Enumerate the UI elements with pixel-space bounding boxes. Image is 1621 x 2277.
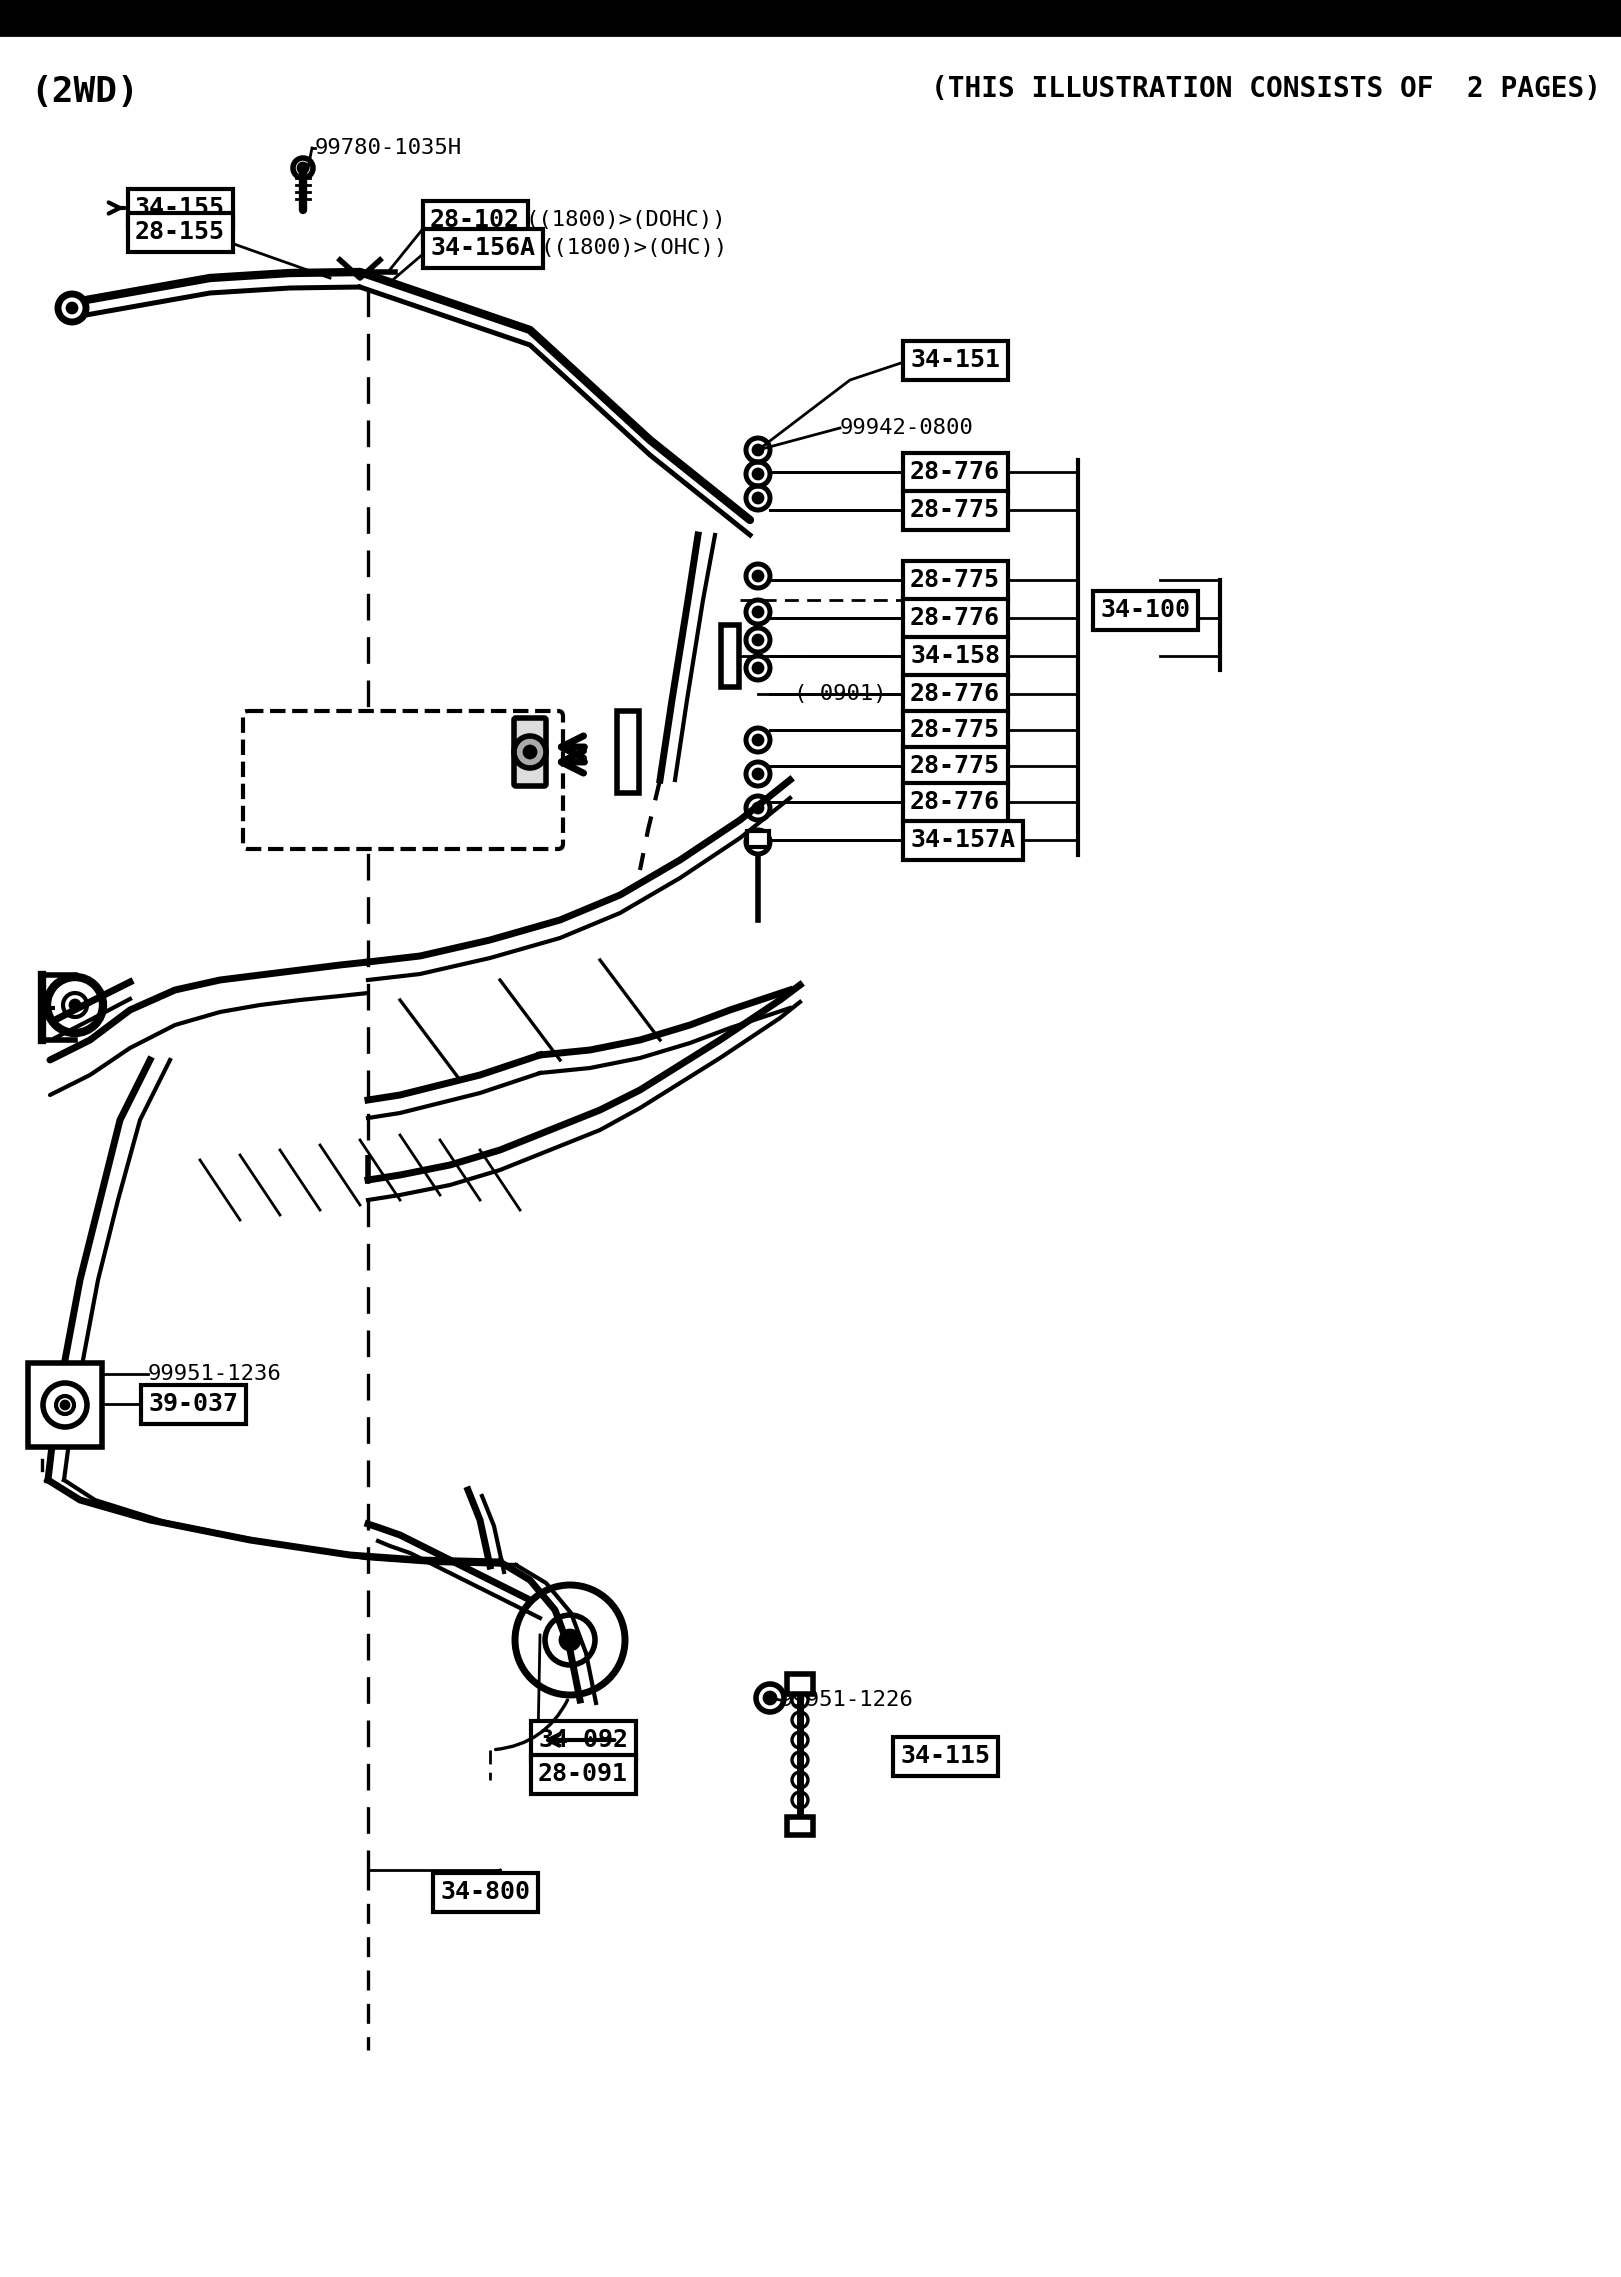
FancyBboxPatch shape: [747, 831, 768, 847]
FancyBboxPatch shape: [618, 710, 639, 792]
Circle shape: [298, 164, 308, 173]
Text: 99951-1236: 99951-1236: [148, 1364, 282, 1384]
Text: 34-158: 34-158: [909, 644, 1000, 667]
Text: 34-100: 34-100: [1101, 599, 1190, 622]
Circle shape: [754, 663, 763, 674]
Text: 99951-1226: 99951-1226: [780, 1690, 914, 1710]
Circle shape: [559, 1630, 580, 1651]
Text: 34-155: 34-155: [135, 196, 225, 221]
Bar: [0, 0, 1621, 34]
Text: 28-776: 28-776: [909, 606, 1000, 631]
Text: 28-155: 28-155: [135, 221, 225, 244]
Text: 28-776: 28-776: [909, 460, 1000, 485]
Text: 34-092: 34-092: [538, 1728, 627, 1751]
FancyBboxPatch shape: [243, 710, 562, 849]
Circle shape: [763, 1692, 776, 1703]
Circle shape: [66, 303, 78, 312]
Text: 28-091: 28-091: [538, 1762, 627, 1785]
Circle shape: [754, 635, 763, 644]
Text: (0901-): (0901-): [340, 731, 434, 749]
Circle shape: [754, 804, 763, 813]
Text: (-0901): (-0901): [793, 683, 887, 704]
FancyBboxPatch shape: [28, 1364, 102, 1446]
Circle shape: [754, 444, 763, 455]
Text: 99942-0800: 99942-0800: [840, 419, 974, 437]
Text: 34-157A: 34-157A: [909, 829, 1015, 852]
Circle shape: [514, 735, 546, 767]
Text: 34-115: 34-115: [900, 1744, 990, 1767]
Text: 28-776: 28-776: [909, 683, 1000, 706]
Circle shape: [754, 608, 763, 617]
Text: 28-775: 28-775: [909, 499, 1000, 521]
Circle shape: [524, 747, 537, 758]
Text: (2WD): (2WD): [31, 75, 139, 109]
FancyBboxPatch shape: [788, 1817, 814, 1835]
Circle shape: [754, 572, 763, 581]
Text: 28-775: 28-775: [909, 754, 1000, 779]
Text: 99780-1035H: 99780-1035H: [314, 139, 462, 157]
Text: 28-102: 28-102: [430, 207, 520, 232]
Circle shape: [70, 1000, 79, 1011]
FancyBboxPatch shape: [721, 624, 739, 688]
Text: 28-775: 28-775: [909, 717, 1000, 742]
Circle shape: [754, 838, 763, 847]
Text: 34-151: 34-151: [909, 348, 1000, 371]
FancyBboxPatch shape: [788, 1674, 814, 1694]
Circle shape: [754, 494, 763, 503]
Text: 34-158: 34-158: [340, 765, 430, 788]
Text: 39-037: 39-037: [148, 1391, 238, 1416]
FancyBboxPatch shape: [514, 717, 546, 786]
Circle shape: [754, 735, 763, 745]
Text: 34-800: 34-800: [439, 1881, 530, 1904]
Text: ((1800)>(OHC)): ((1800)>(OHC)): [540, 239, 728, 257]
Text: ((1800)>(DOHC)): ((1800)>(DOHC)): [525, 209, 726, 230]
Circle shape: [754, 469, 763, 478]
Text: 34-156A: 34-156A: [430, 237, 535, 260]
Text: (THIS ILLUSTRATION CONSISTS OF  2 PAGES): (THIS ILLUSTRATION CONSISTS OF 2 PAGES): [930, 75, 1602, 102]
Circle shape: [754, 770, 763, 779]
Text: 28-776: 28-776: [909, 790, 1000, 813]
Circle shape: [62, 1400, 70, 1409]
Text: 28-775: 28-775: [909, 567, 1000, 592]
